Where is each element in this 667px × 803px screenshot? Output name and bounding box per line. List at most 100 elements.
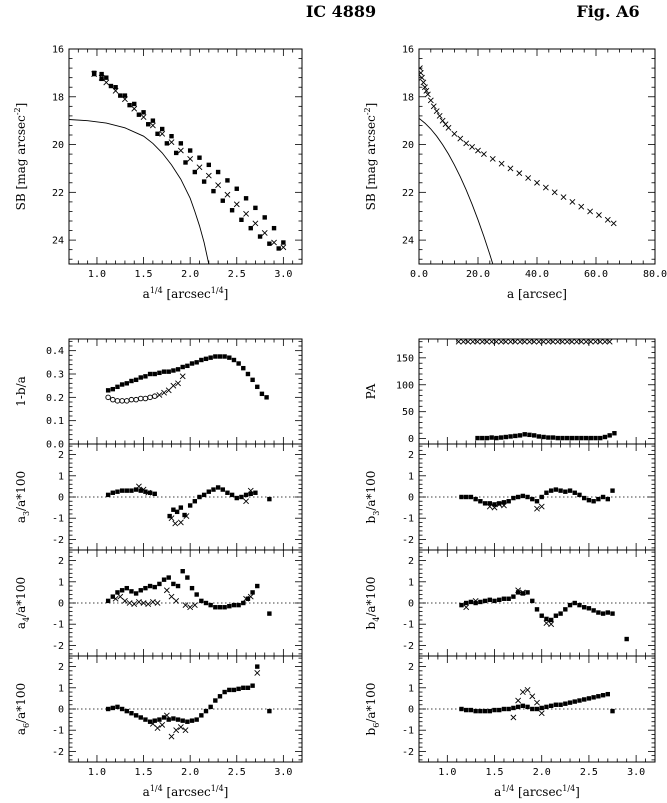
panel-a3: -2 -1 0 1 2 a3/a*100 — [14, 443, 303, 551]
data-point-cross — [502, 339, 509, 345]
data-point-square — [115, 704, 120, 710]
data-point-square — [129, 589, 134, 594]
y-axis-label: PA — [364, 383, 378, 399]
data-point-square — [206, 489, 211, 494]
data-point-cross — [135, 483, 142, 490]
data-point-square — [259, 391, 265, 397]
data-point-cross — [538, 503, 545, 510]
data-point-square — [174, 509, 180, 515]
data-point-square — [180, 364, 185, 370]
data-point-cross — [519, 589, 526, 596]
model-curve — [69, 119, 210, 264]
y-tick-label: 1 — [408, 577, 414, 588]
data-point-square — [225, 178, 230, 183]
panel-b6: 1.0 1.5 2.0 2.5 3.0 -2 -1 0 1 2 b6/a*100 a1/4 [arcs… — [364, 655, 656, 799]
x-tick-label: 2.5 — [228, 767, 246, 778]
y-tick-label: 24 — [52, 236, 64, 247]
data-point-square — [487, 501, 492, 506]
y-axis-label: 1-b/a — [14, 376, 28, 407]
data-point-square — [166, 717, 171, 722]
data-point-square — [124, 708, 129, 714]
data-point-cross — [569, 339, 575, 345]
series-group — [419, 65, 617, 264]
data-point-square — [525, 704, 530, 710]
data-point-cross — [154, 600, 161, 606]
data-point-square — [530, 598, 535, 604]
data-point-cross — [488, 339, 495, 345]
data-point-cross — [512, 339, 519, 345]
data-point-cross — [501, 502, 507, 509]
data-point-square — [563, 607, 568, 612]
data-point-square — [152, 584, 157, 590]
data-point-square — [530, 496, 535, 502]
data-point-square — [591, 499, 596, 504]
data-point-square — [118, 93, 123, 98]
data-point-cross — [521, 339, 528, 345]
data-point-square — [171, 716, 176, 721]
data-point-square — [482, 501, 488, 506]
data-point-square — [185, 575, 190, 580]
data-point-square — [605, 496, 610, 502]
y-tick-label: 1 — [58, 683, 64, 694]
data-point-square — [241, 600, 246, 606]
data-point-square — [133, 591, 139, 596]
data-point-square — [241, 365, 246, 371]
data-point-square — [548, 617, 554, 623]
data-point-square — [610, 708, 615, 714]
series-group — [459, 687, 615, 721]
data-point-square — [267, 611, 272, 616]
panel-a6: 1.0 1.5 2.0 2.5 3.0 -2 -1 0 1 2 a6/a*100 a1/4 [arcs… — [14, 655, 303, 799]
data-point-square — [197, 494, 202, 500]
data-point-cross — [507, 165, 514, 172]
x-tick-label: 40.0 — [525, 269, 549, 280]
data-point-square — [515, 704, 521, 710]
data-point-cross — [529, 693, 536, 700]
data-point-square — [271, 225, 277, 231]
data-point-cross — [427, 97, 434, 104]
y-tick-label: 150 — [396, 353, 414, 364]
data-point-cross — [526, 339, 533, 345]
data-point-square — [492, 598, 497, 604]
data-point-square — [213, 698, 218, 703]
data-point-cross — [122, 597, 128, 604]
data-point-square — [175, 583, 181, 589]
data-point-square — [227, 355, 232, 360]
y-tick-label: -1 — [402, 514, 414, 525]
data-point-cross — [551, 189, 558, 196]
x-tick-label: 2.5 — [580, 767, 598, 778]
y-axis-label: SB [mag arcsec-2] — [363, 103, 378, 211]
data-point-cross — [135, 599, 142, 605]
y-tick-label: -1 — [52, 726, 64, 737]
data-point-square — [215, 169, 221, 175]
data-point-cross — [168, 733, 175, 740]
data-point-cross — [187, 604, 194, 611]
y-tick-label: 18 — [52, 92, 64, 103]
x-tick-label: 3.0 — [274, 767, 292, 778]
data-point-cross — [606, 339, 613, 345]
data-point-square — [183, 160, 188, 165]
data-point-square — [276, 246, 281, 251]
data-point-square — [217, 354, 223, 359]
x-tick-label: 2.0 — [533, 767, 551, 778]
data-point-cross — [421, 84, 428, 91]
data-point-square — [250, 377, 255, 383]
data-point-square — [157, 581, 162, 587]
data-point-circle — [138, 395, 144, 402]
data-point-cross — [534, 699, 540, 706]
data-point-cross — [610, 220, 617, 227]
data-point-circle — [147, 394, 153, 401]
data-point-square — [565, 435, 570, 441]
y-tick-label: -1 — [402, 726, 414, 737]
data-point-square — [548, 488, 554, 493]
data-point-square — [546, 435, 551, 440]
data-point-cross — [463, 140, 470, 147]
data-point-square — [602, 434, 608, 440]
data-point-square — [539, 705, 544, 711]
data-point-square — [222, 689, 227, 695]
data-point-square — [508, 434, 513, 439]
data-point-square — [572, 490, 577, 495]
data-point-square — [243, 492, 249, 498]
data-point-cross — [183, 513, 190, 519]
data-point-square — [527, 432, 532, 438]
data-point-square — [459, 706, 464, 712]
